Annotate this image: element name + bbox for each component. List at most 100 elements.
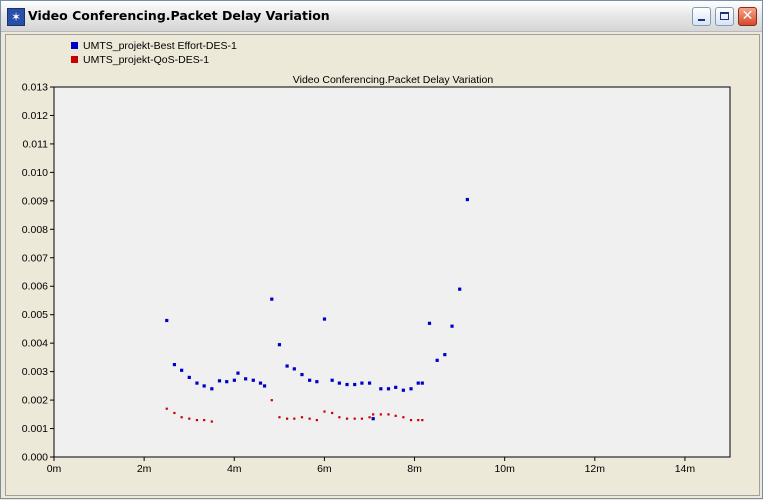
x-tick-label: 10m <box>494 463 515 475</box>
legend-marker-best-effort <box>71 42 78 49</box>
data-point-best-effort <box>308 378 312 382</box>
data-point-qos <box>173 411 176 415</box>
data-point-qos <box>394 414 397 417</box>
plot-area <box>53 86 731 458</box>
x-tick-label: 8m <box>407 463 422 475</box>
minimize-button[interactable] <box>692 7 711 26</box>
data-point-best-effort <box>244 377 248 381</box>
data-point-best-effort <box>210 387 214 391</box>
data-point-best-effort <box>292 367 296 371</box>
data-point-best-effort <box>360 381 364 385</box>
x-tick-label: 0m <box>47 463 62 475</box>
data-point-qos <box>210 420 213 423</box>
legend-label-best-effort: UMTS_projekt-Best Effort-DES-1 <box>83 40 237 52</box>
data-point-qos <box>387 413 390 416</box>
data-point-qos <box>300 416 304 419</box>
data-point-qos <box>368 416 371 419</box>
data-point-best-effort <box>195 381 199 385</box>
data-point-best-effort <box>217 379 222 383</box>
data-point-qos <box>372 413 375 416</box>
data-point-qos <box>409 419 413 422</box>
data-point-best-effort <box>277 343 282 347</box>
window-title: Video Conferencing.Packet Delay Variatio… <box>28 8 330 23</box>
data-point-best-effort <box>401 388 405 392</box>
data-point-best-effort <box>420 381 424 385</box>
x-tick-label: 2m <box>137 463 152 475</box>
data-point-qos <box>360 417 364 420</box>
close-icon: ✕ <box>741 8 754 24</box>
data-point-best-effort <box>337 381 341 385</box>
data-point-best-effort <box>371 417 375 421</box>
scatter-chart: UMTS_projekt-Best Effort-DES-1 UMTS_proj… <box>22 40 731 476</box>
data-point-qos <box>417 419 420 422</box>
data-point-best-effort <box>251 378 255 382</box>
title-bar[interactable]: ✶ Video Conferencing.Packet Delay Variat… <box>1 1 762 32</box>
data-point-qos <box>315 419 318 422</box>
data-point-best-effort <box>270 297 274 301</box>
axes: 0.000 0.001 0.002 0.003 0.004 0.005 0.006 0.007… <box>22 82 696 476</box>
data-point-qos <box>188 417 191 420</box>
data-point-best-effort <box>258 381 263 385</box>
data-point-best-effort <box>353 382 357 387</box>
data-point-best-effort <box>285 364 289 368</box>
x-tick-label: 6m <box>317 463 332 475</box>
y-tick-label: 0.013 <box>22 82 48 94</box>
data-point-best-effort <box>232 378 236 382</box>
y-tick-label: 0.001 <box>22 423 48 435</box>
data-point-best-effort <box>300 372 304 377</box>
data-point-best-effort <box>225 380 229 384</box>
y-tick-label: 0.000 <box>22 452 48 464</box>
data-point-best-effort <box>236 371 240 375</box>
data-point-qos <box>195 419 199 422</box>
data-point-best-effort <box>322 317 327 321</box>
x-tick-label: 14m <box>675 463 696 475</box>
data-point-qos <box>270 399 273 402</box>
data-point-qos <box>180 416 183 419</box>
data-point-best-effort <box>187 375 191 380</box>
data-point-qos <box>165 407 168 410</box>
x-tick-label: 12m <box>585 463 606 475</box>
maximize-icon <box>720 12 729 20</box>
data-point-qos <box>285 417 289 420</box>
data-point-qos <box>379 413 382 416</box>
data-point-best-effort <box>443 353 447 357</box>
data-point-best-effort <box>394 385 398 389</box>
data-point-best-effort <box>458 287 462 291</box>
maximize-button[interactable] <box>715 7 734 26</box>
legend: UMTS_projekt-Best Effort-DES-1 UMTS_proj… <box>71 40 237 66</box>
data-point-best-effort <box>330 378 334 382</box>
data-point-qos <box>421 419 424 422</box>
data-point-best-effort <box>315 380 319 384</box>
data-point-best-effort <box>416 381 420 385</box>
data-point-qos <box>308 417 311 420</box>
data-point-best-effort <box>345 382 349 387</box>
y-tick-label: 0.003 <box>22 366 48 378</box>
close-button[interactable]: ✕ <box>738 7 757 26</box>
data-point-qos <box>293 417 296 420</box>
y-tick-label: 0.007 <box>22 252 48 264</box>
data-point-best-effort <box>367 381 372 385</box>
y-tick-label: 0.009 <box>22 195 48 207</box>
data-point-best-effort <box>180 368 184 372</box>
y-tick-label: 0.012 <box>22 110 48 122</box>
data-point-qos <box>353 417 356 420</box>
legend-label-qos: UMTS_projekt-QoS-DES-1 <box>83 54 209 66</box>
opnet-star-icon[interactable]: ✶ <box>7 8 25 26</box>
data-point-qos <box>338 416 341 419</box>
data-point-best-effort <box>386 387 391 391</box>
data-point-best-effort <box>165 318 169 323</box>
y-tick-label: 0.005 <box>22 309 48 321</box>
y-tick-label: 0.008 <box>22 224 48 236</box>
y-tick-label: 0.010 <box>22 167 48 179</box>
data-point-best-effort <box>465 197 469 202</box>
data-point-best-effort <box>172 363 177 367</box>
y-tick-label: 0.006 <box>22 281 48 293</box>
chart-panel: UMTS_projekt-Best Effort-DES-1 UMTS_proj… <box>5 34 760 496</box>
y-tick-label: 0.011 <box>23 138 49 150</box>
data-point-qos <box>278 416 281 419</box>
data-point-qos <box>203 419 206 422</box>
data-point-best-effort <box>435 358 439 362</box>
data-point-best-effort <box>409 387 413 391</box>
data-point-qos <box>331 411 334 415</box>
